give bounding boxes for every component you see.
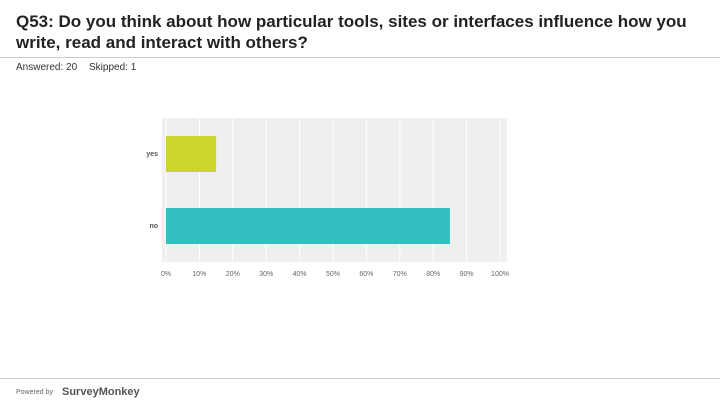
x-tick-label: 50%: [326, 271, 340, 278]
y-tick-label: no: [149, 223, 158, 230]
x-tick-label: 100%: [491, 271, 509, 278]
x-tick-label: 30%: [259, 271, 273, 278]
brand: SurveyMonkey: [62, 386, 141, 398]
question-title: Q53: Do you think about how particular t…: [16, 12, 687, 52]
y-tick-label: yes: [146, 151, 158, 158]
x-tick-label: 90%: [460, 271, 474, 278]
bar: [166, 208, 450, 244]
x-tick-label: 40%: [293, 271, 307, 278]
x-tick-label: 80%: [426, 271, 440, 278]
x-tick-label: 0%: [161, 271, 171, 278]
answered-count: Answered: 20: [16, 62, 78, 73]
powered-by: Powered by: [16, 389, 53, 396]
skipped-count: Skipped: 1: [89, 62, 137, 73]
bar: [166, 136, 217, 172]
x-tick-label: 70%: [393, 271, 407, 278]
x-tick-label: 20%: [226, 271, 240, 278]
x-tick-label: 60%: [359, 271, 373, 278]
x-tick-label: 10%: [192, 271, 206, 278]
